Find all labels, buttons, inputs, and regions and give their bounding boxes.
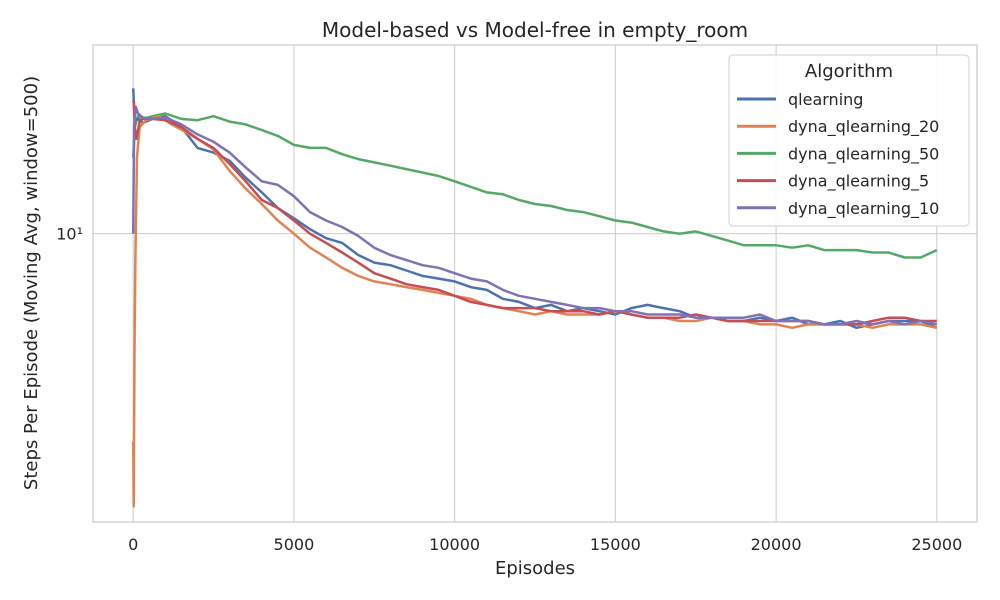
x-axis-label: Episodes — [495, 558, 575, 579]
x-tick-label: 5000 — [274, 535, 315, 554]
x-tick-label: 25000 — [911, 535, 962, 554]
y-axis-label: Steps Per Episode (Moving Avg, window=50… — [21, 76, 42, 490]
x-tick-label: 20000 — [751, 535, 802, 554]
legend-title: Algorithm — [805, 61, 893, 82]
x-ticks: 0 5000 10000 15000 20000 25000 — [128, 535, 962, 554]
legend-label: dyna_qlearning_20 — [788, 117, 939, 137]
series-line-dyna_qlearning_10 — [131, 105, 938, 326]
legend-label: qlearning — [788, 90, 863, 109]
series-line-dyna_qlearning_50 — [131, 112, 938, 259]
x-tick-label: 10000 — [429, 535, 480, 554]
legend-label: dyna_qlearning_50 — [788, 144, 939, 164]
legend-items: qlearning dyna_qlearning_20 dyna_qlearning… — [737, 90, 939, 219]
y-ticks: 10¹ — [56, 225, 83, 244]
series-group — [131, 88, 938, 508]
y-tick-label: 10¹ — [56, 225, 83, 244]
series-line-qlearning — [131, 88, 938, 330]
x-tick-label: 15000 — [590, 535, 641, 554]
legend-label: dyna_qlearning_5 — [788, 172, 929, 192]
legend-label: dyna_qlearning_10 — [788, 199, 939, 219]
x-tick-label: 0 — [128, 535, 138, 554]
legend: Algorithm qlearning dyna_qlearning_20dyna… — [728, 54, 970, 227]
chart-title: Model-based vs Model-free in empty_room — [322, 18, 748, 42]
legend-box — [728, 54, 970, 227]
